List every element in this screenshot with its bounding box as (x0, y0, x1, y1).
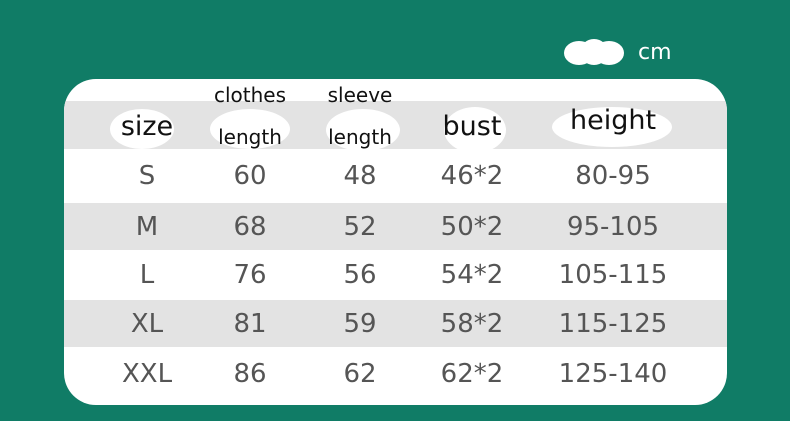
header-line1: sleeve (327, 83, 393, 107)
unit-label: cm (564, 38, 672, 66)
table-cell: 46*2 (440, 161, 504, 191)
header-blob (110, 109, 174, 149)
table-cell: 50*2 (440, 211, 504, 242)
table-cell: 125-140 (558, 358, 668, 389)
table-cell: 95-105 (566, 211, 660, 242)
header-size: size (120, 111, 174, 142)
unit-blob (564, 39, 624, 65)
table-cell: 62 (343, 358, 377, 389)
header-blob (444, 107, 506, 153)
header-blob (210, 109, 290, 149)
header-clothes-length: length (218, 125, 282, 149)
header-line1: clothes (213, 83, 287, 107)
table-cell: XL (130, 308, 164, 339)
table-cell: 54*2 (440, 260, 504, 290)
table-cell: L (139, 260, 155, 290)
table-cell: S (138, 161, 156, 191)
table-cell: 81 (233, 308, 267, 339)
table-cell: 60 (233, 161, 267, 191)
table-cell: 62*2 (440, 358, 504, 389)
table-row: XXL 86 62 62*2 125-140 (64, 347, 727, 400)
table-row: L 76 56 54*2 105-115 (64, 250, 727, 300)
table-cell: M (135, 211, 159, 242)
header-blob (326, 109, 400, 151)
table-cell: 52 (343, 211, 377, 242)
table-cell: 58*2 (440, 308, 504, 339)
table-cell: 76 (233, 260, 267, 290)
table-cell: 115-125 (558, 308, 668, 339)
unit-text: cm (638, 39, 672, 65)
table-cell: 86 (233, 358, 267, 389)
header-bust: bust (442, 111, 502, 142)
table-cell: XXL (121, 358, 173, 389)
table-cell: 48 (343, 161, 377, 191)
size-chart-table: size clothes length sleeve length bust height … (64, 79, 727, 405)
table-cell: 68 (233, 211, 267, 242)
table-cell: 105-115 (558, 260, 668, 290)
table-row: M 68 52 50*2 95-105 (64, 203, 727, 250)
header-blob (552, 107, 672, 147)
table-cell: 56 (343, 260, 377, 290)
table-row: S 60 48 46*2 80-95 (64, 149, 727, 203)
table-cell: 59 (343, 308, 377, 339)
table-row: XL 81 59 58*2 115-125 (64, 300, 727, 347)
table-cell: 80-95 (575, 161, 651, 191)
header-height: height (569, 105, 657, 136)
header-sleeve-length: length (328, 125, 392, 149)
